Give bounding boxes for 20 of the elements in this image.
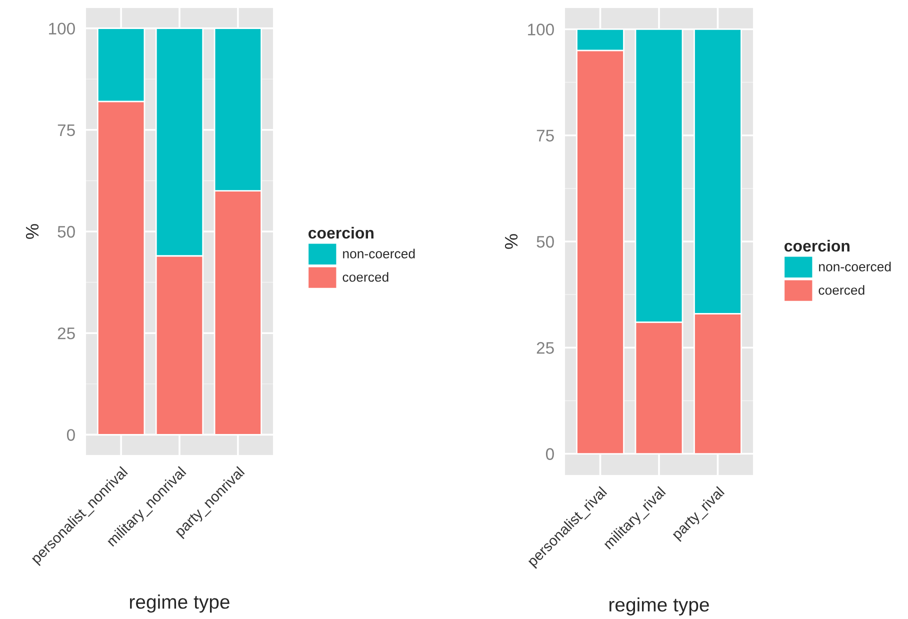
y-axis-title: % [504,234,518,249]
legend-label: non-coerced [343,248,415,258]
legend-label: non-coerced [819,262,891,272]
legend-label: coerced [818,285,864,295]
y-tick-label: 75 [536,130,554,142]
y-axis-title: % [26,224,39,239]
y-tick-label: 50 [536,236,554,248]
legend-title: coercion [784,240,850,252]
y-tick-label: 50 [58,226,75,238]
y-tick-label: 0 [546,448,554,460]
y-tick-label: 25 [536,342,554,354]
y-tick-label: 25 [58,327,75,340]
y-tick-label: 100 [528,24,554,36]
legend-title: coercion [308,226,374,239]
y-tick-label: 75 [58,124,75,136]
x-axis-title: regime type [130,594,230,613]
y-tick-label: 100 [49,22,75,35]
y-tick-label: 0 [66,429,75,441]
legend-label: coerced [342,272,388,282]
x-axis-title: regime type [610,597,709,616]
